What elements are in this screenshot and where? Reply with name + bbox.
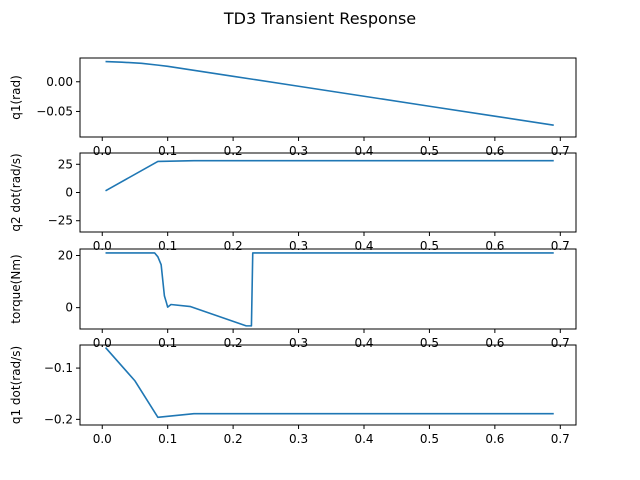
x-tick-label-torque: 0.0 [93, 336, 112, 350]
figure-title: TD3 Transient Response [223, 9, 416, 28]
axes-frame-q2-dot [79, 152, 577, 233]
x-tick-label-q1-dot: 0.1 [158, 432, 177, 446]
axes-frame-torque [79, 248, 577, 330]
x-tick-label-q2-dot: 0.2 [224, 239, 243, 253]
subplot-torque: 0.0 0.1 0.2 0.3 0.4 0.5 0.6 0.7 20 0 torque(Nm) [9, 248, 577, 350]
y-tick-label-q2-dot: 25 [58, 157, 73, 171]
x-tick-label-q1: 0.3 [289, 144, 308, 158]
subplot-q1: 0.0 0.1 0.2 0.3 0.4 0.5 0.6 0.7 0.00 −0.05 q1(rad) [9, 57, 577, 158]
x-tick-label-q2-dot: 0.3 [289, 239, 308, 253]
x-tick-label-q1: 0.0 [93, 144, 112, 158]
x-tick-label-q1-dot: 0.4 [354, 432, 373, 446]
x-tick-label-q1-dot: 0.5 [420, 432, 439, 446]
x-tick-label-q2-dot: 0.0 [93, 239, 112, 253]
series-line-q1 [105, 60, 554, 126]
x-tick-label-torque: 0.1 [158, 336, 177, 350]
x-tick-label-q2-dot: 0.6 [485, 239, 504, 253]
series-line-torque [105, 252, 554, 327]
x-tick-label-q1: 0.1 [158, 144, 177, 158]
y-axis-label-torque: torque(Nm) [9, 254, 23, 323]
x-tick-label-q1-dot: 0.6 [485, 432, 504, 446]
x-tick-label-q2-dot: 0.5 [420, 239, 439, 253]
x-tick-label-q1-dot: 0.2 [224, 432, 243, 446]
subplots: 0.0 0.1 0.2 0.3 0.4 0.5 0.6 0.70.00−0.05q1(rad)… [9, 57, 577, 446]
x-tick-label-q1: 0.4 [354, 144, 373, 158]
x-tick-label-torque: 0.2 [224, 336, 243, 350]
series-line-q2-dot [105, 159, 554, 192]
x-tick-label-q1-dot: 0.0 [93, 432, 112, 446]
y-tick-label-torque: 0 [65, 301, 73, 315]
x-tick-label-torque: 0.7 [551, 336, 570, 350]
x-tick-label-q2-dot: 0.1 [158, 239, 177, 253]
axes-frame-q1 [79, 57, 577, 138]
y-axis-label-q2-dot: q2 dot(rad/s) [9, 153, 23, 231]
x-tick-label-q2-dot: 0.4 [354, 239, 373, 253]
subplot-q2-dot: 0.0 0.1 0.2 0.3 0.4 0.5 0.6 0.7 25 0 −25 q2 dot(rad… [9, 152, 577, 253]
axes-frame-q1-dot [79, 344, 577, 426]
x-tick-label-q1: 0.2 [224, 144, 243, 158]
y-tick-label-torque: 20 [58, 249, 73, 263]
x-tick-label-torque: 0.4 [354, 336, 373, 350]
x-tick-label-torque: 0.5 [420, 336, 439, 350]
x-tick-label-q1-dot: 0.7 [551, 432, 570, 446]
x-tick-label-q1: 0.7 [551, 144, 570, 158]
y-axis-label-q1: q1(rad) [9, 75, 23, 120]
y-tick-label-q1: −0.05 [36, 104, 73, 118]
x-tick-label-q1: 0.5 [420, 144, 439, 158]
x-tick-label-q2-dot: 0.7 [551, 239, 570, 253]
y-tick-label-q1-dot: −0.1 [44, 361, 73, 375]
x-tick-label-torque: 0.6 [485, 336, 504, 350]
y-tick-label-q2-dot: −25 [48, 214, 73, 228]
subplot-q1-dot: 0.0 0.1 0.2 0.3 0.4 0.5 0.6 0.7 −0.1 −0.2 q1 dot(r… [9, 344, 577, 446]
y-tick-label-q2-dot: 0 [65, 186, 73, 200]
y-axis-label-q1-dot: q1 dot(rad/s) [9, 346, 23, 424]
x-tick-label-torque: 0.3 [289, 336, 308, 350]
y-tick-label-q1: 0.00 [46, 75, 73, 89]
y-tick-label-q1-dot: −0.2 [44, 412, 73, 426]
x-tick-label-q1-dot: 0.3 [289, 432, 308, 446]
series-line-q1-dot [104, 347, 554, 419]
x-tick-label-q1: 0.6 [485, 144, 504, 158]
